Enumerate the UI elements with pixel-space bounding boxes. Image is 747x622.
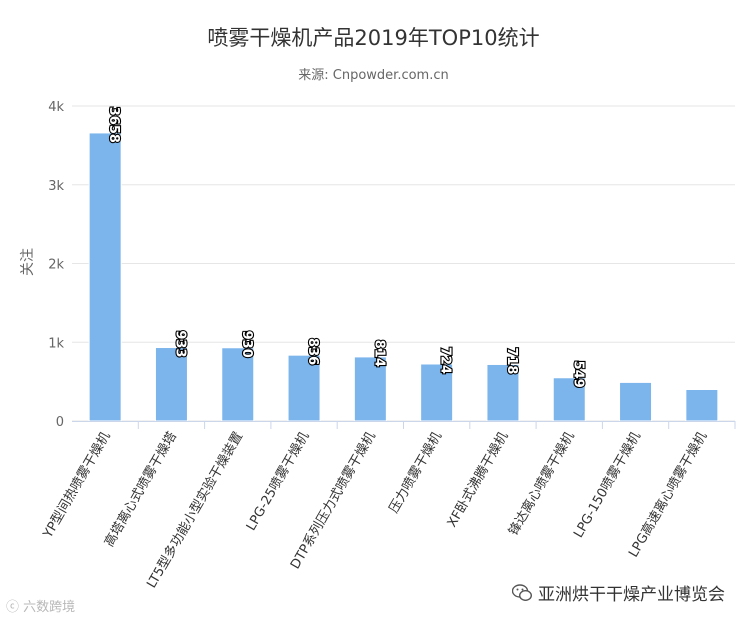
data-label: 933 — [172, 330, 187, 357]
wechat-icon — [512, 583, 532, 601]
bar — [552, 377, 586, 422]
data-label: 930 — [239, 331, 254, 358]
chart-title: 喷雾干燥机产品2019年TOP10统计 — [207, 26, 540, 50]
y-axis-label: 关注 — [20, 248, 36, 276]
y-tick-label: 1k — [48, 336, 64, 351]
bar — [221, 347, 255, 422]
bar — [88, 132, 122, 422]
x-tick-label: LPG-150喷雾干燥机 — [571, 430, 644, 541]
x-tick-label: 锋达离心喷雾干燥机 — [505, 429, 577, 538]
data-label: 836 — [305, 338, 320, 365]
bar — [486, 363, 520, 422]
y-tick-label: 0 — [56, 415, 64, 430]
x-tick-label: 压力喷雾干燥机 — [387, 430, 445, 516]
bars — [88, 132, 719, 422]
x-tick-label: YP型间热喷雾干燥机 — [40, 430, 113, 542]
chart-subtitle: 来源: Cnpowder.com.cn — [298, 68, 449, 83]
data-label: 549 — [570, 361, 585, 388]
x-tick-label: 高塔离心式喷雾干燥塔 — [101, 429, 180, 550]
data-label: 724 — [438, 347, 453, 374]
y-tick-label: 3k — [48, 179, 64, 194]
y-tick-label: 2k — [48, 258, 64, 273]
bar — [154, 347, 188, 422]
source-watermark: ⓒ 六数跨境 — [6, 600, 76, 615]
y-axis: 0 1k 2k 3k 4k — [48, 100, 64, 430]
brand-watermark: 亚洲烘干干燥产业博览会 — [512, 580, 725, 605]
bar — [420, 363, 454, 422]
data-label: 814 — [371, 340, 386, 367]
x-tick-label: XF卧式沸腾干燥机 — [444, 429, 512, 530]
brand-watermark-text: 亚洲烘干干燥产业博览会 — [538, 585, 725, 605]
bar — [685, 389, 719, 422]
x-axis: YP型间热喷雾干燥机高塔离心式喷雾干燥塔LT5型多功能小型实验干燥装置LPG-2… — [40, 421, 736, 591]
data-label: 3658 — [106, 107, 121, 143]
x-tick-label: LPG高速离心喷雾干燥机 — [625, 429, 710, 560]
x-tick-label: LPG-25喷雾干燥机 — [244, 430, 313, 534]
data-labels: 3658 933 930 836 814 724 718 549 — [105, 106, 586, 389]
bar — [619, 381, 653, 422]
y-tick-label: 4k — [48, 100, 64, 115]
data-label: 718 — [504, 347, 519, 374]
